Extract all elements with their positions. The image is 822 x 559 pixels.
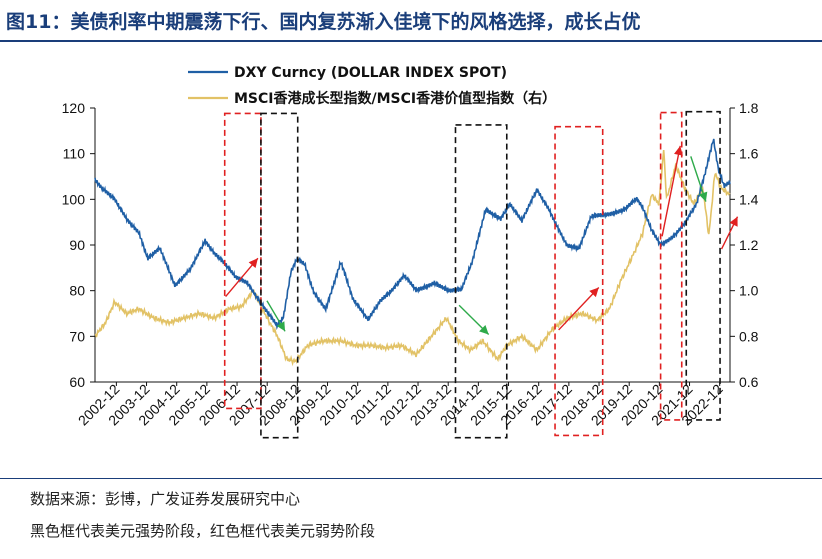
- y-right-tick-label: 1.8: [739, 100, 759, 116]
- y-left-tick-label: 120: [62, 100, 86, 116]
- red-phase-box: [659, 111, 683, 421]
- y-left-tick-label: 80: [69, 283, 85, 299]
- y-left-tick-label: 90: [69, 237, 85, 253]
- y-left-tick-label: 110: [63, 146, 86, 162]
- source-note: 数据来源：彭博，广发证券发展研究中心: [30, 490, 301, 508]
- y-right-tick-label: 1.4: [739, 191, 759, 207]
- y-left-tick-label: 70: [69, 328, 85, 344]
- red-arrow-head: [729, 216, 738, 227]
- y-right-tick-label: 1.2: [739, 237, 759, 253]
- legend-dxy-label: DXY Curncy (DOLLAR INDEX SPOT): [234, 65, 507, 81]
- y-right-tick-label: 1.0: [739, 283, 759, 299]
- series-msci-line: [94, 150, 731, 367]
- series-dxy-line: [94, 138, 731, 331]
- green-arrow-head: [276, 321, 286, 332]
- y-left-tick-label: 60: [69, 374, 85, 390]
- green-arrow-head: [479, 324, 489, 335]
- red-arrow-head: [589, 287, 599, 298]
- y-right-tick-label: 0.6: [739, 374, 759, 390]
- black-phase-box: [454, 124, 508, 439]
- title-rule: [0, 40, 822, 42]
- chart-title: 图11：美债利率中期震荡下行、国内复苏渐入佳境下的风格选择，成长占优: [6, 11, 641, 33]
- red-phase-box: [554, 125, 604, 437]
- red-arrow-head: [674, 145, 683, 156]
- green-arrow-head: [698, 191, 708, 202]
- footer-rule: [0, 478, 822, 479]
- legend-note: 黑色框代表美元强势阶段，红色框代表美元弱势阶段: [30, 522, 376, 540]
- legend-msci-label: MSCI香港成长型指数/MSCI香港价值型指数（右）: [234, 90, 556, 107]
- y-right-tick-label: 1.6: [739, 146, 759, 162]
- chart: 607080901001101200.60.81.01.21.41.61.820…: [62, 65, 759, 439]
- red-arrow-head: [248, 258, 258, 269]
- y-left-tick-label: 100: [62, 191, 86, 207]
- red-trend-arrow: [558, 286, 600, 331]
- red-trend-arrow: [661, 145, 681, 237]
- y-right-tick-label: 0.8: [739, 328, 759, 344]
